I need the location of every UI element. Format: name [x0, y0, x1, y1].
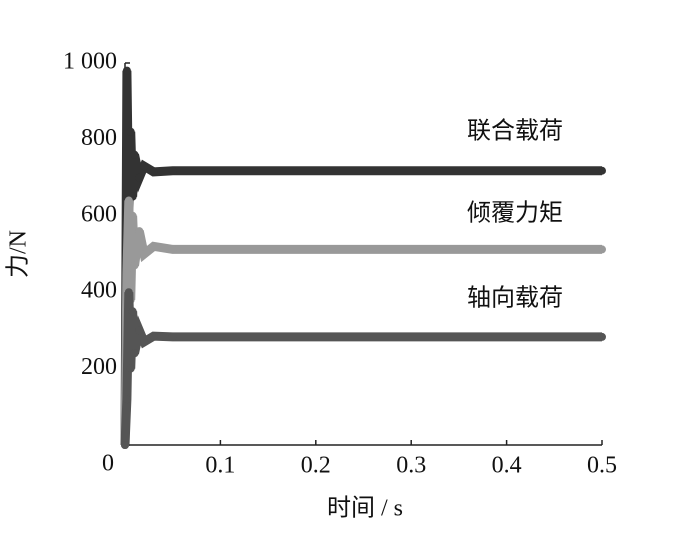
- series-line: [120, 200, 602, 446]
- x-tick-label: 0.2: [301, 453, 331, 479]
- y-tick-label: 1 000: [63, 49, 117, 75]
- y-tick-label: 200: [81, 354, 117, 380]
- series-label: 轴向载荷: [467, 285, 563, 312]
- data-point: [149, 167, 158, 176]
- data-point: [135, 326, 144, 335]
- data-point: [124, 288, 133, 297]
- data-point: [598, 166, 606, 175]
- data-point: [128, 307, 137, 316]
- y-tick-label: 800: [81, 125, 117, 151]
- data-point: [135, 173, 144, 182]
- x-tick-label: 0.5: [587, 453, 617, 479]
- data-point: [128, 211, 137, 220]
- data-point: [168, 166, 177, 175]
- data-point: [140, 337, 149, 346]
- data-point: [140, 162, 149, 171]
- data-point: [126, 127, 135, 136]
- x-axis-label: 时间 / s: [327, 495, 403, 522]
- data-point: [121, 441, 129, 449]
- data-point: [168, 332, 177, 341]
- x-tick-label: 0.4: [492, 453, 522, 479]
- data-point: [598, 332, 606, 341]
- data-point: [122, 395, 131, 404]
- y-axis-label: 力/N: [5, 230, 32, 278]
- data-point: [168, 245, 177, 254]
- y-tick-label: 0: [102, 451, 114, 477]
- data-point: [135, 227, 144, 236]
- data-point: [149, 242, 158, 251]
- data-point: [122, 66, 131, 75]
- data-point: [126, 364, 135, 373]
- series-label: 倾覆力矩: [467, 200, 563, 227]
- data-point: [598, 245, 606, 254]
- series-line: [120, 292, 602, 446]
- data-point: [149, 332, 158, 341]
- data-point: [122, 269, 131, 278]
- data-point: [140, 250, 149, 258]
- x-tick-label: 0.3: [396, 453, 426, 479]
- data-point: [124, 196, 133, 205]
- data-point: [130, 349, 139, 358]
- series-label: 联合载荷: [467, 118, 563, 145]
- x-tick-label: 0.1: [205, 453, 235, 479]
- data-point: [130, 150, 139, 159]
- y-tick-label: 600: [81, 201, 117, 227]
- data-point: [130, 261, 139, 270]
- y-tick-label: 400: [81, 278, 117, 304]
